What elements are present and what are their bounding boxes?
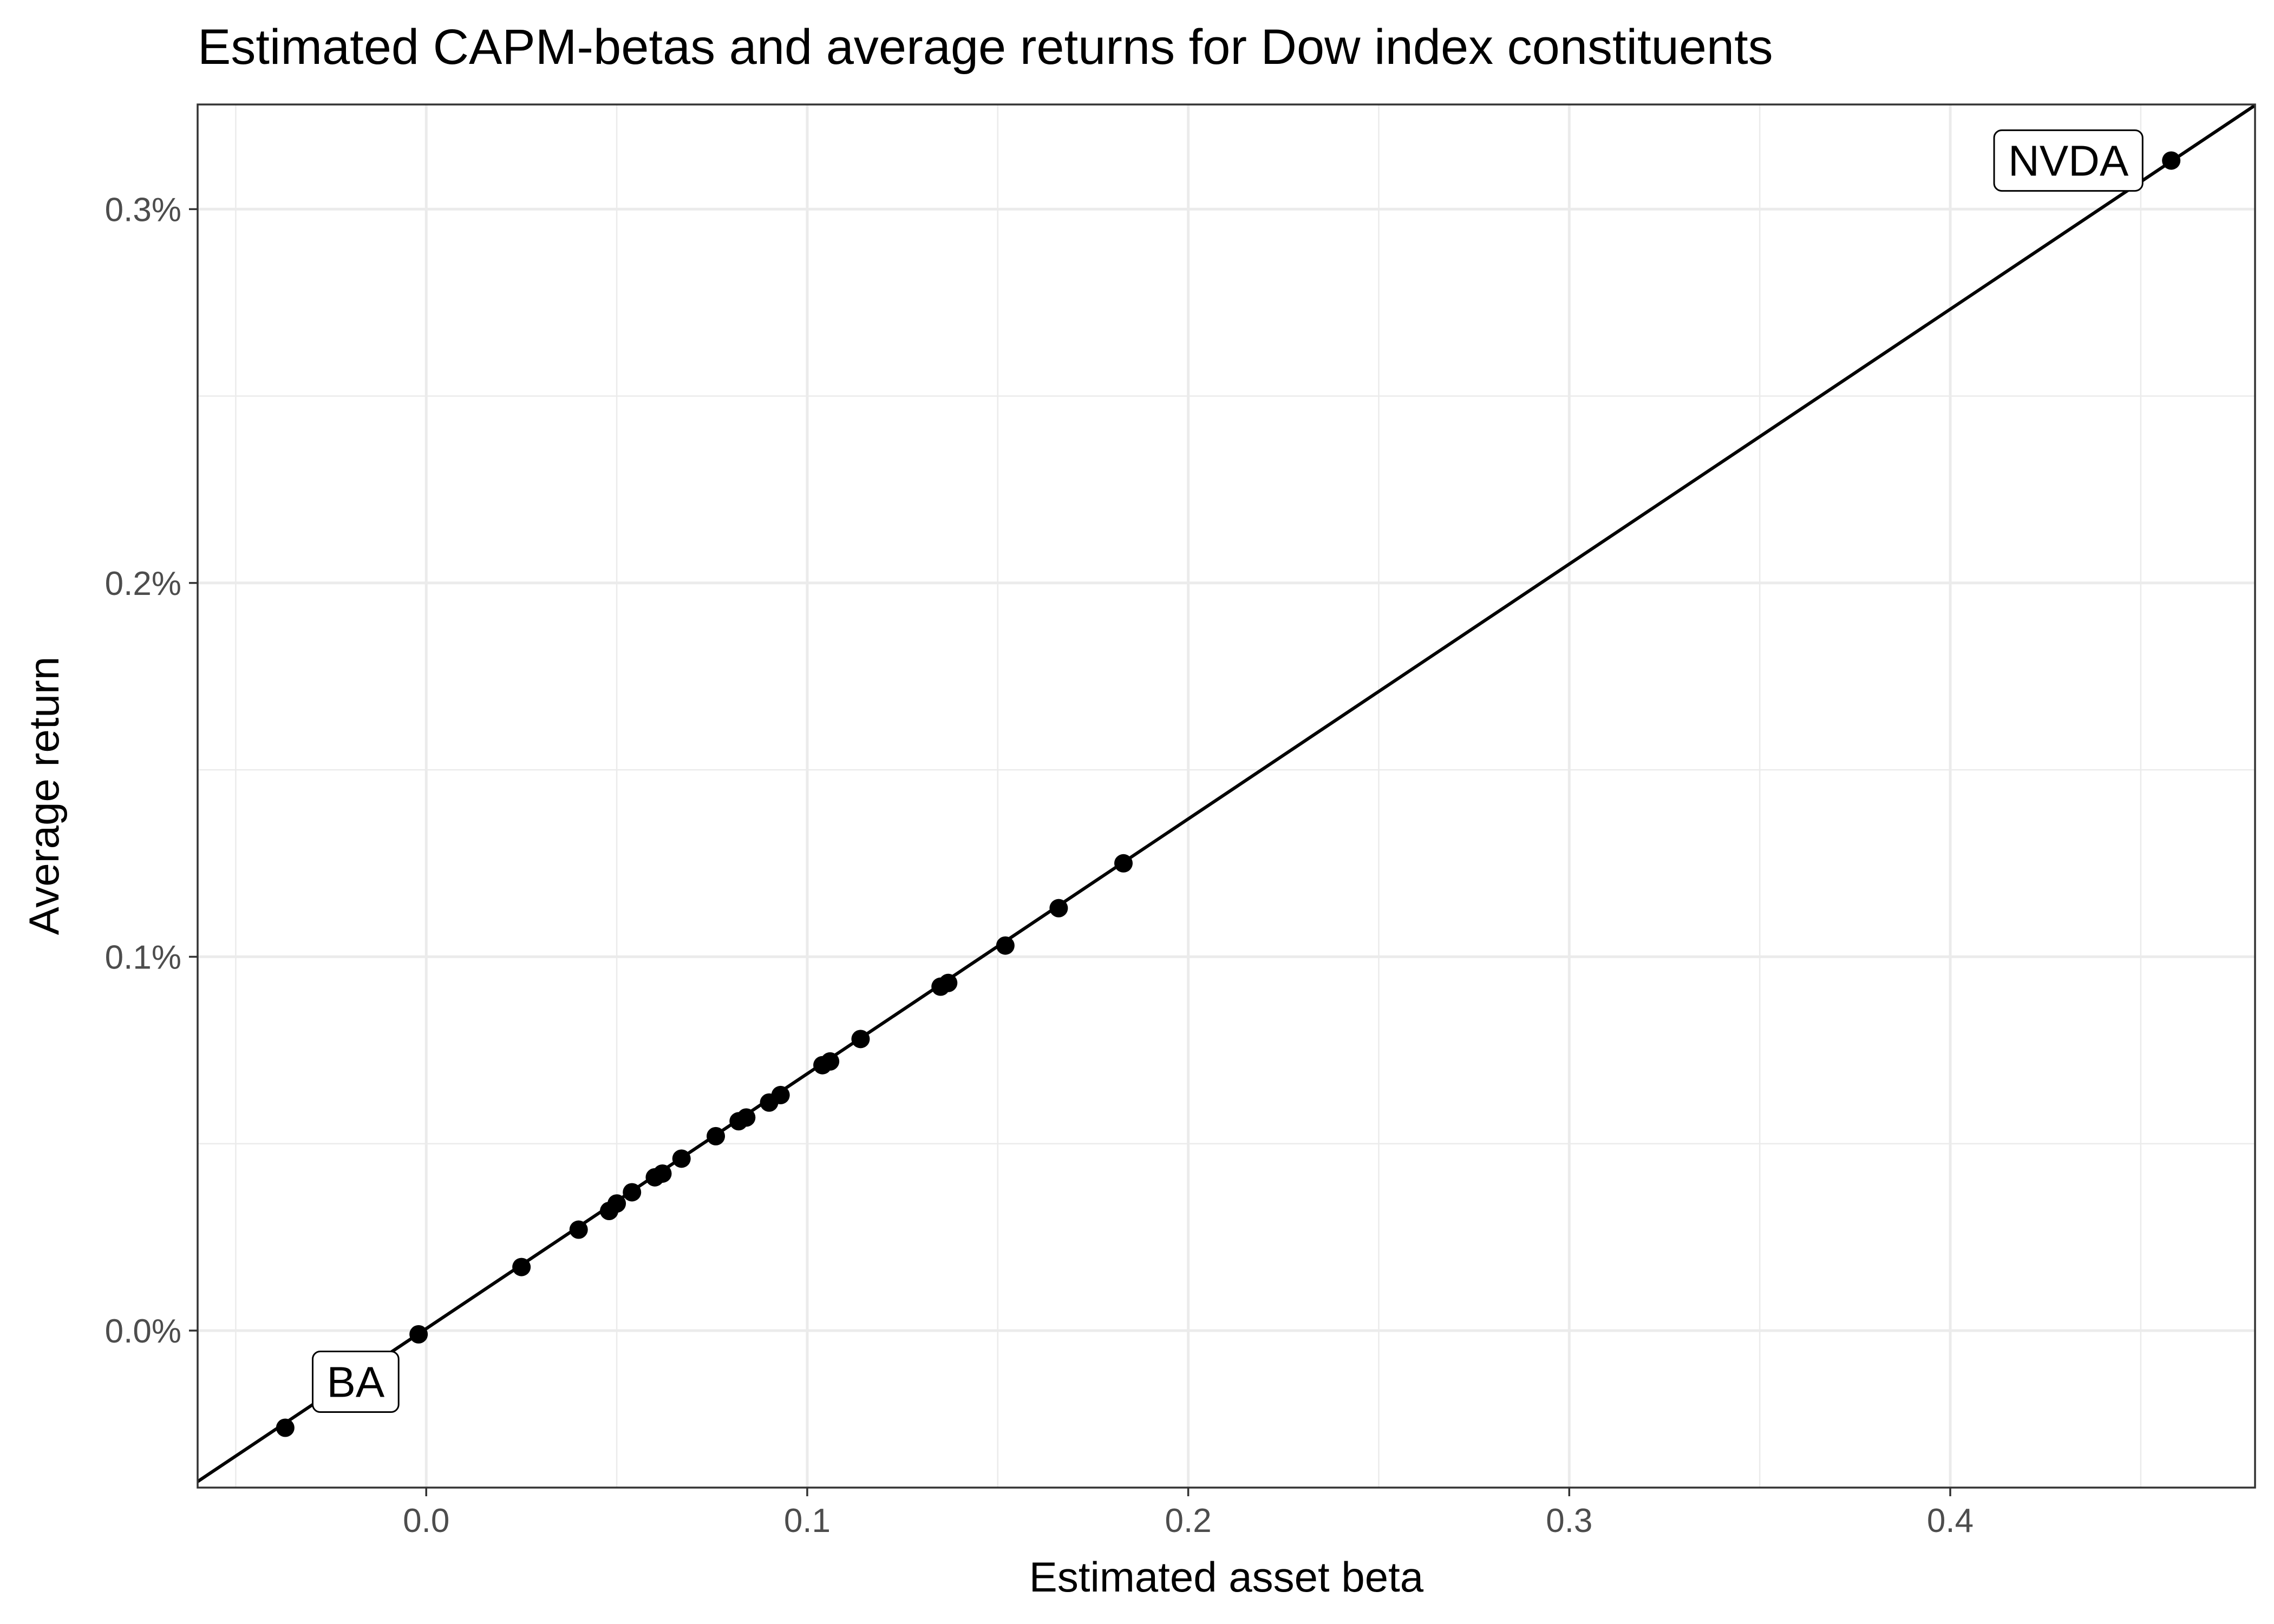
point-label: NVDA — [1993, 129, 2144, 192]
fit-line-layer — [197, 103, 2256, 1483]
x-axis-title: Estimated asset beta — [1029, 1553, 1424, 1601]
data-point — [623, 1183, 642, 1202]
y-axis-title: Average return — [20, 657, 68, 935]
point-label-box — [1993, 129, 2144, 192]
data-point — [771, 1085, 790, 1104]
data-point — [276, 1418, 295, 1437]
point-label-text: NVDA — [2008, 137, 2129, 185]
data-point — [737, 1108, 756, 1127]
x-tick-label: 0.0 — [403, 1502, 449, 1540]
point-labels-layer: BA NVDA — [311, 129, 2144, 1413]
data-point — [607, 1194, 626, 1213]
x-axis: 0.0 0.1 0.2 0.3 0.4 — [403, 1488, 1974, 1540]
data-point — [653, 1164, 672, 1183]
x-tick-label: 0.2 — [1165, 1502, 1212, 1540]
panel-border — [197, 103, 2256, 1489]
data-point — [409, 1325, 428, 1344]
y-tick-label: 0.3% — [105, 191, 181, 228]
data-point — [1114, 854, 1133, 873]
y-tick-label: 0.2% — [105, 565, 181, 603]
grid — [198, 104, 2255, 1488]
data-point — [672, 1149, 691, 1168]
points-layer — [276, 151, 2181, 1437]
x-tick-label: 0.1 — [784, 1502, 831, 1540]
data-point — [996, 936, 1015, 955]
data-point — [821, 1052, 840, 1071]
y-axis: 0.0% 0.1% 0.2% 0.3% — [105, 191, 198, 1350]
point-label-box — [311, 1351, 400, 1413]
chart-title: Estimated CAPM-betas and average returns… — [198, 19, 1773, 75]
point-label-text: BA — [326, 1358, 384, 1406]
point-label: BA — [311, 1351, 400, 1413]
data-point — [851, 1030, 870, 1049]
data-point — [707, 1127, 726, 1145]
y-tick-label: 0.0% — [105, 1313, 181, 1350]
x-tick-label: 0.4 — [1927, 1502, 1974, 1540]
x-tick-label: 0.3 — [1546, 1502, 1592, 1540]
fit-line — [197, 103, 2256, 1483]
data-point — [939, 973, 958, 992]
data-point — [2162, 151, 2181, 170]
data-point — [1049, 899, 1068, 918]
data-point — [569, 1220, 588, 1239]
y-tick-label: 0.1% — [105, 939, 181, 976]
data-point — [512, 1258, 531, 1276]
